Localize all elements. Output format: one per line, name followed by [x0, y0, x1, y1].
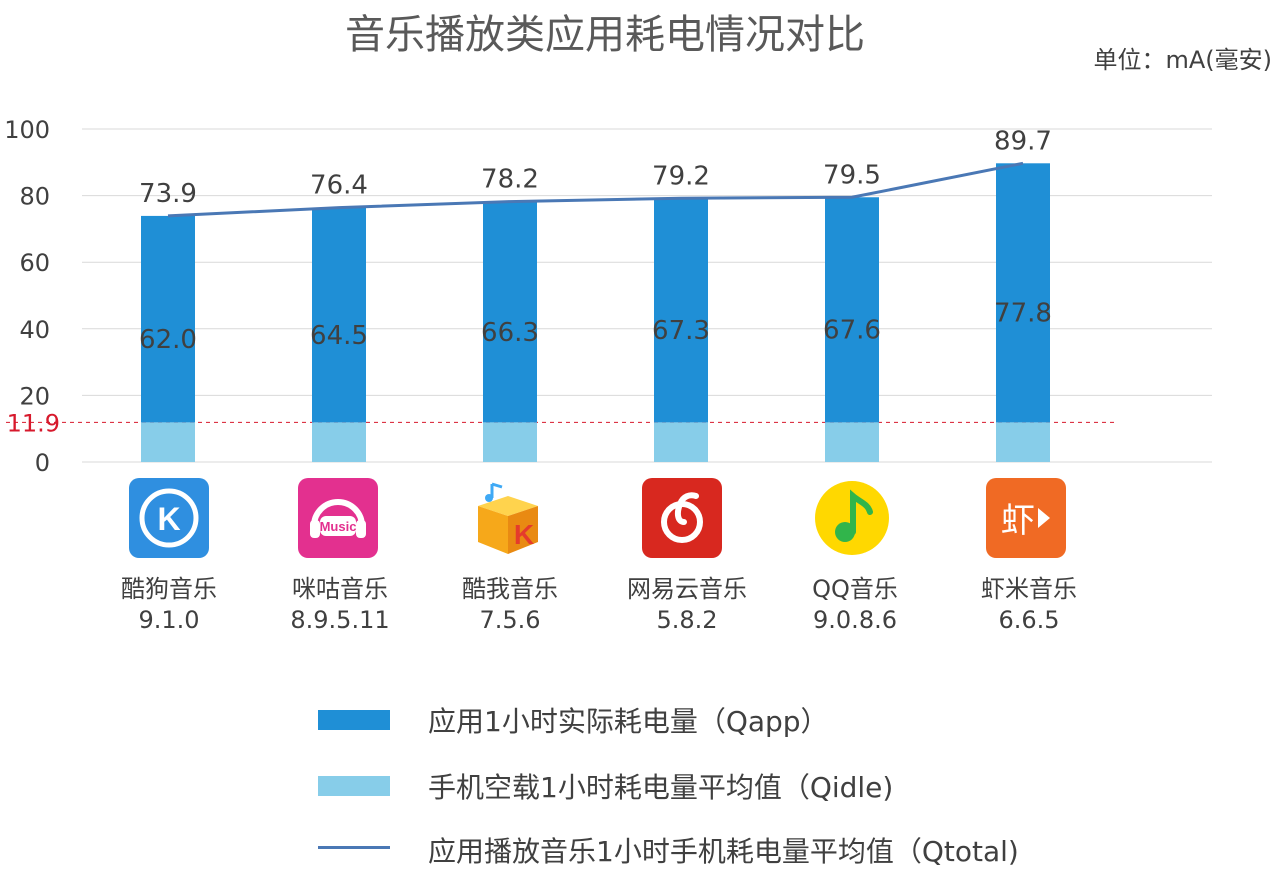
app-value-label: 66.3: [481, 318, 539, 348]
legend-swatch-total: [318, 846, 390, 849]
app-name: 酷我音乐: [462, 575, 558, 603]
total-value-label: 73.9: [139, 179, 197, 209]
qq-music-icon: [812, 478, 892, 558]
app-bar: [996, 163, 1050, 423]
app-label-kugou: 酷狗音乐 9.1.0: [84, 574, 254, 636]
chart-area: 0 20 40 60 80 100 11.9 62.0 73.9 64.5 76.4 66.3 78.2…: [4, 116, 1212, 477]
unit-label: 单位：mA(毫安): [1093, 46, 1272, 74]
app-version: 9.1.0: [138, 606, 200, 634]
app-value-label: 67.3: [652, 316, 710, 346]
idle-bar: [141, 422, 195, 462]
app-bar: [141, 215, 195, 423]
app-version: 8.9.5.11: [290, 606, 390, 634]
legend-swatch-idle: [318, 776, 390, 796]
migu-icon-text: Music: [320, 519, 357, 534]
idle-bar: [825, 422, 879, 462]
total-value-label: 78.2: [481, 165, 539, 195]
app-version: 5.8.2: [656, 606, 718, 634]
app-name: 网易云音乐: [627, 575, 747, 603]
y-tick-label: 60: [19, 249, 50, 277]
xiami-icon-char: 虾: [1001, 501, 1035, 541]
kugou-icon: K: [129, 478, 209, 558]
y-tick-label: 20: [19, 382, 50, 410]
app-bar: [654, 198, 708, 423]
y-tick-label: 40: [19, 316, 50, 344]
idle-bar: [312, 422, 366, 462]
app-version: 6.6.5: [998, 606, 1060, 634]
app-label-xiami: 虾米音乐 6.6.5: [944, 574, 1114, 636]
app-name: 虾米音乐: [981, 575, 1077, 603]
chart-title: 音乐播放类应用耗电情况对比: [345, 12, 865, 58]
app-bar: [483, 201, 537, 423]
legend-label-total: 应用播放音乐1小时手机耗电量平均值（Qtotal): [428, 835, 1019, 868]
total-value-label: 76.4: [310, 171, 368, 201]
app-name: QQ音乐: [812, 575, 898, 603]
total-line: [167, 161, 1024, 218]
app-version: 9.0.8.6: [813, 606, 897, 634]
netease-cloud-icon: [642, 478, 722, 558]
app-value-label: 77.8: [994, 299, 1052, 329]
kuwo-icon-letter: K: [514, 519, 534, 550]
app-name: 酷狗音乐: [121, 575, 217, 603]
app-value-label: 62.0: [139, 325, 197, 355]
legend-label-app: 应用1小时实际耗电量（Qapp）: [428, 705, 829, 738]
kugou-icon-letter: K: [157, 501, 180, 537]
total-value-label: 79.5: [823, 160, 881, 190]
y-tick-label: 80: [19, 183, 50, 211]
idle-bar: [996, 422, 1050, 462]
idle-bar: [483, 422, 537, 462]
y-tick-label: 100: [4, 116, 50, 144]
app-value-label: 64.5: [310, 321, 368, 351]
legend-label-idle: 手机空载1小时耗电量平均值（Qidle): [428, 771, 894, 804]
app-label-netease: 网易云音乐 5.8.2: [602, 574, 772, 636]
migu-music-icon: Music: [298, 478, 378, 558]
app-version: 7.5.6: [479, 606, 541, 634]
app-value-label: 67.6: [823, 316, 881, 346]
app-name: 咪咕音乐: [292, 575, 388, 603]
total-value-label: 89.7: [994, 126, 1052, 156]
total-value-label: 79.2: [652, 161, 710, 191]
app-bar: [825, 197, 879, 423]
app-label-qq: QQ音乐 9.0.8.6: [770, 574, 940, 636]
app-label-migu: 咪咕音乐 8.9.5.11: [255, 574, 425, 636]
app-bar: [312, 207, 366, 423]
xiami-icon: 虾: [986, 478, 1066, 558]
app-label-kuwo: 酷我音乐 7.5.6: [425, 574, 595, 636]
y-tick-label: 0: [35, 449, 50, 477]
legend-swatch-app: [318, 710, 390, 730]
idle-bar: [654, 422, 708, 462]
idle-reference-label: 11.9: [7, 409, 60, 437]
kuwo-icon: K: [468, 478, 548, 558]
